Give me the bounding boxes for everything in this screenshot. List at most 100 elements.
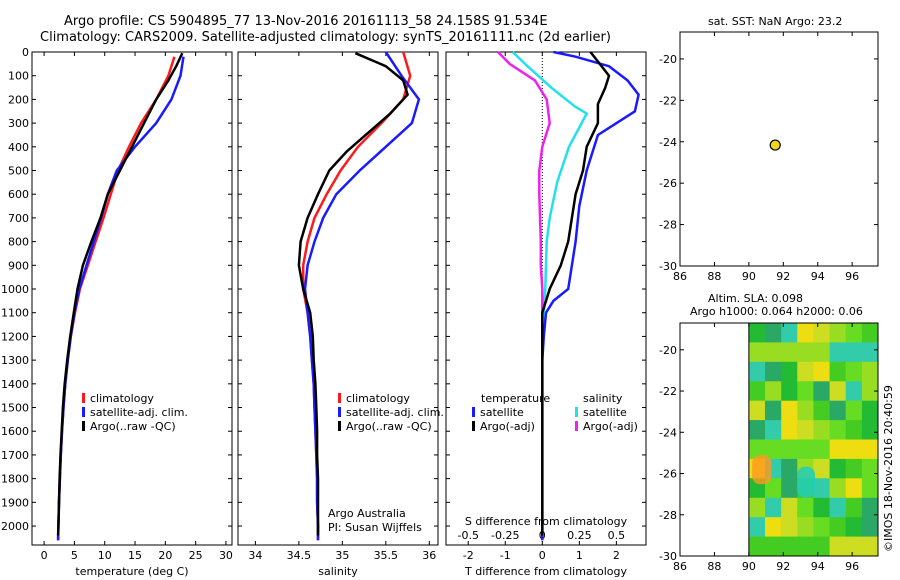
heatmap-cell (748, 517, 766, 538)
heatmap-cell (765, 478, 782, 499)
heatmap-cell (797, 420, 814, 440)
heatmap-cell (781, 478, 798, 499)
y-tick-label: 300 (8, 117, 29, 130)
x2-tick-label: 0.25 (567, 529, 592, 542)
x-axis-label: T difference from climatology (464, 565, 627, 578)
heatmap-cell (861, 361, 879, 382)
y-tick-label: 2000 (1, 520, 29, 533)
heatmap-cell (813, 342, 830, 363)
heatmap-cell (748, 497, 766, 518)
y-tick-label: -28 (659, 509, 677, 522)
heatmap-cell (748, 361, 766, 382)
heatmap-cell (781, 381, 798, 402)
legend-swatch (472, 407, 475, 417)
argo-location-marker (769, 139, 781, 151)
heatmap-cell (765, 439, 782, 460)
sla-heatmap (748, 323, 879, 557)
series-line (56, 52, 184, 536)
legend-swatch (472, 421, 475, 431)
heatmap-cell (813, 400, 830, 421)
heatmap-cell (765, 342, 782, 363)
heatmap-cell (829, 536, 847, 557)
x-tick-label: 96 (845, 560, 859, 573)
heatmap-cell (748, 342, 766, 363)
x-tick-label: 34.5 (287, 549, 312, 562)
heatmap-cell (861, 420, 879, 440)
heatmap-cell (781, 517, 798, 538)
y-tick-label: -24 (659, 136, 677, 149)
heatmap-cell (797, 536, 814, 557)
heatmap-cell (797, 466, 816, 498)
sla-title-1: Altim. SLA: 0.098 (708, 292, 804, 305)
heatmap-cell (861, 342, 879, 363)
x-tick-label: 96 (845, 270, 859, 283)
heatmap-cell (748, 420, 766, 440)
heatmap-cell (765, 400, 782, 421)
x-tick-label: 0 (539, 549, 546, 562)
x-tick-label: 94 (811, 270, 825, 283)
legend-label: satellite-adj. clim. (346, 406, 444, 419)
y-tick-label: 1600 (1, 425, 29, 438)
x-tick-label: 92 (776, 560, 790, 573)
plot-frame-0 (31, 51, 233, 546)
heatmap-cell (845, 536, 863, 557)
heatmap-cell (829, 381, 847, 402)
heatmap-cell (813, 536, 830, 557)
y-tick-label: -20 (659, 344, 677, 357)
heatmap-cell (781, 420, 798, 440)
x-tick-label: 94 (811, 560, 825, 573)
legend-swatch (82, 393, 85, 403)
heatmap-cell (845, 361, 863, 382)
x-tick-label: 5 (71, 549, 78, 562)
heatmap-cell (861, 323, 879, 343)
legend-label: Argo(..raw -QC) (346, 420, 432, 433)
title-line-2: Climatology: CARS2009. Satellite-adjuste… (40, 30, 611, 45)
legend-group-label: temperature (481, 392, 550, 405)
heatmap-cell (765, 536, 782, 557)
heatmap-cell (829, 517, 847, 538)
y-tick-label: 800 (8, 236, 29, 249)
heatmap-cell (752, 455, 772, 485)
legend-swatch (338, 407, 341, 417)
x-tick-label: -1 (500, 549, 511, 562)
x-tick-label: 36 (422, 549, 436, 562)
x-tick-label: 0 (41, 549, 48, 562)
heatmap-cell (781, 361, 798, 382)
y-tick-label: -24 (659, 426, 677, 439)
y-tick-label: 700 (8, 212, 29, 225)
heatmap-cell (748, 536, 766, 557)
x-tick-label: 25 (189, 549, 203, 562)
heatmap-cell (797, 517, 814, 538)
y-tick-label: -30 (659, 550, 677, 563)
heatmap-cell (845, 381, 863, 402)
legend-label: satellite-adj. clim. (90, 406, 188, 419)
x-tick-label: 15 (128, 549, 142, 562)
x-tick-label: 88 (707, 270, 721, 283)
heatmap-cell (845, 458, 863, 479)
heatmap-cell (829, 439, 847, 460)
heatmap-cell (829, 361, 847, 382)
legend-label: climatology (90, 392, 154, 405)
heatmap-cell (861, 517, 879, 538)
x-tick-label: 10 (98, 549, 112, 562)
x-axis-label: temperature (deg C) (75, 565, 188, 578)
series-line (297, 52, 410, 536)
legend-swatch (575, 407, 578, 417)
legend-label: Argo(..raw -QC) (90, 420, 176, 433)
heatmap-cell (765, 381, 782, 402)
heatmap-cell (861, 439, 879, 460)
legend-swatch (575, 421, 578, 431)
heatmap-cell (813, 439, 830, 460)
heatmap-cell (813, 361, 830, 382)
y-tick-label: 1700 (1, 449, 29, 462)
x-tick-label: 30 (219, 549, 233, 562)
legend-swatch (82, 421, 85, 431)
heatmap-cell (748, 400, 766, 421)
heatmap-cell (861, 458, 879, 479)
heatmap-cell (845, 439, 863, 460)
y-tick-label: 900 (8, 259, 29, 272)
x-tick-label: 88 (707, 560, 721, 573)
legend-label: climatology (346, 392, 410, 405)
y-tick-label: -26 (659, 177, 677, 190)
